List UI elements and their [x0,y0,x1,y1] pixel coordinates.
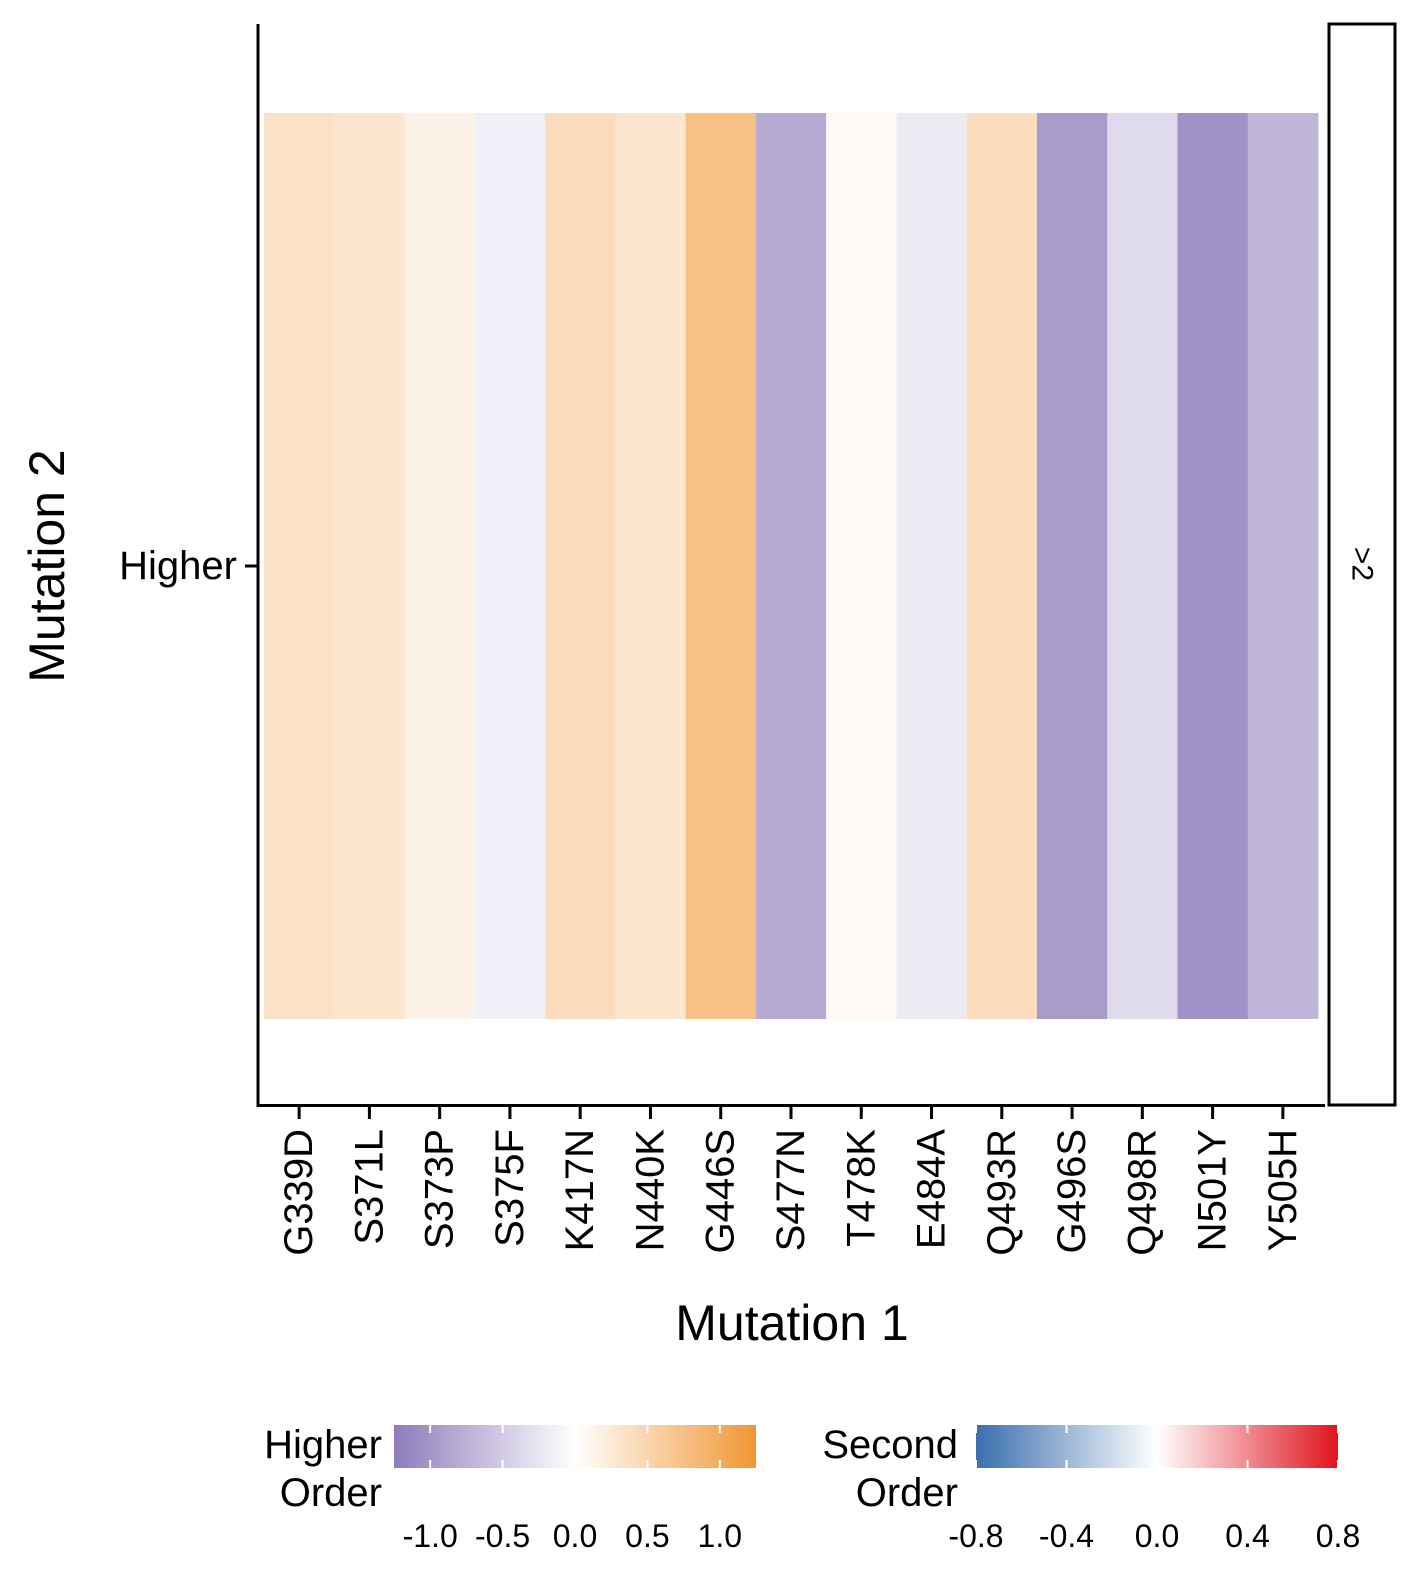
tile-n440k [615,113,687,1019]
x-tick-label: S477N [769,1129,813,1251]
x-axis-title: Mutation 1 [675,1295,908,1351]
tile-s373p [404,113,476,1019]
tile-g446s [685,113,757,1019]
legend-tick-label: -0.8 [948,1518,1003,1554]
legend-tick-label: -1.0 [403,1518,458,1554]
x-tick-label: G496S [1050,1129,1094,1254]
tile-q493r [966,113,1038,1019]
legend-tick-label: 0.0 [1135,1518,1179,1554]
legend-tick-label: 0.0 [553,1518,597,1554]
legend-title-line: Order [280,1471,382,1515]
x-tick-label: S375F [488,1129,532,1247]
y-tick-label: Higher [119,544,237,588]
tile-q498r [1107,113,1178,1019]
x-axis-ticks: G339D S371L S373P S375F K417N N440K G446S S477N… [277,1107,1305,1256]
tile-g496s [1036,113,1108,1019]
legend-tick-label: -0.5 [475,1518,530,1554]
x-tick-label: Q493R [980,1129,1024,1256]
tile-s375f [474,113,546,1019]
x-tick-label: T478K [839,1129,883,1247]
tile-g339d [264,113,335,1019]
legend-title-line: Second [822,1423,958,1467]
y-axis-title: Mutation 2 [19,449,75,682]
x-tick-label: N440K [628,1129,672,1252]
heatmap-tiles [264,113,1319,1019]
tile-n501y [1177,113,1249,1019]
legend-title-line: Order [856,1471,958,1515]
y-axis-ticks: Higher [119,544,258,588]
legend-tick-label: 0.5 [625,1518,669,1554]
tile-k417n [545,113,616,1019]
legend-title-line: Higher [264,1423,382,1467]
legend-tick-label: 0.8 [1316,1518,1360,1554]
x-tick-label: K417N [558,1129,602,1251]
x-tick-label: Q498R [1120,1129,1164,1256]
x-tick-label: S371L [347,1129,391,1245]
tile-t478k [826,113,897,1019]
tile-s371l [334,113,406,1019]
tile-y505h [1247,113,1319,1019]
legend-tick-label: 0.4 [1225,1518,1269,1554]
x-tick-label: G446S [699,1129,743,1254]
tile-e484a [896,113,968,1019]
x-tick-label: G339D [277,1129,321,1256]
facet-strip [1327,22,1397,1107]
x-tick-label: E484A [910,1129,954,1249]
facet-strip-label: >2 [1346,547,1379,581]
legend-tick-label: -0.4 [1039,1518,1094,1554]
x-tick-label: S373P [418,1129,462,1249]
tile-s477n [755,113,827,1019]
legend-tick-label: 1.0 [698,1518,742,1554]
x-tick-label: N501Y [1191,1129,1235,1251]
x-tick-label: Y505H [1261,1129,1305,1251]
